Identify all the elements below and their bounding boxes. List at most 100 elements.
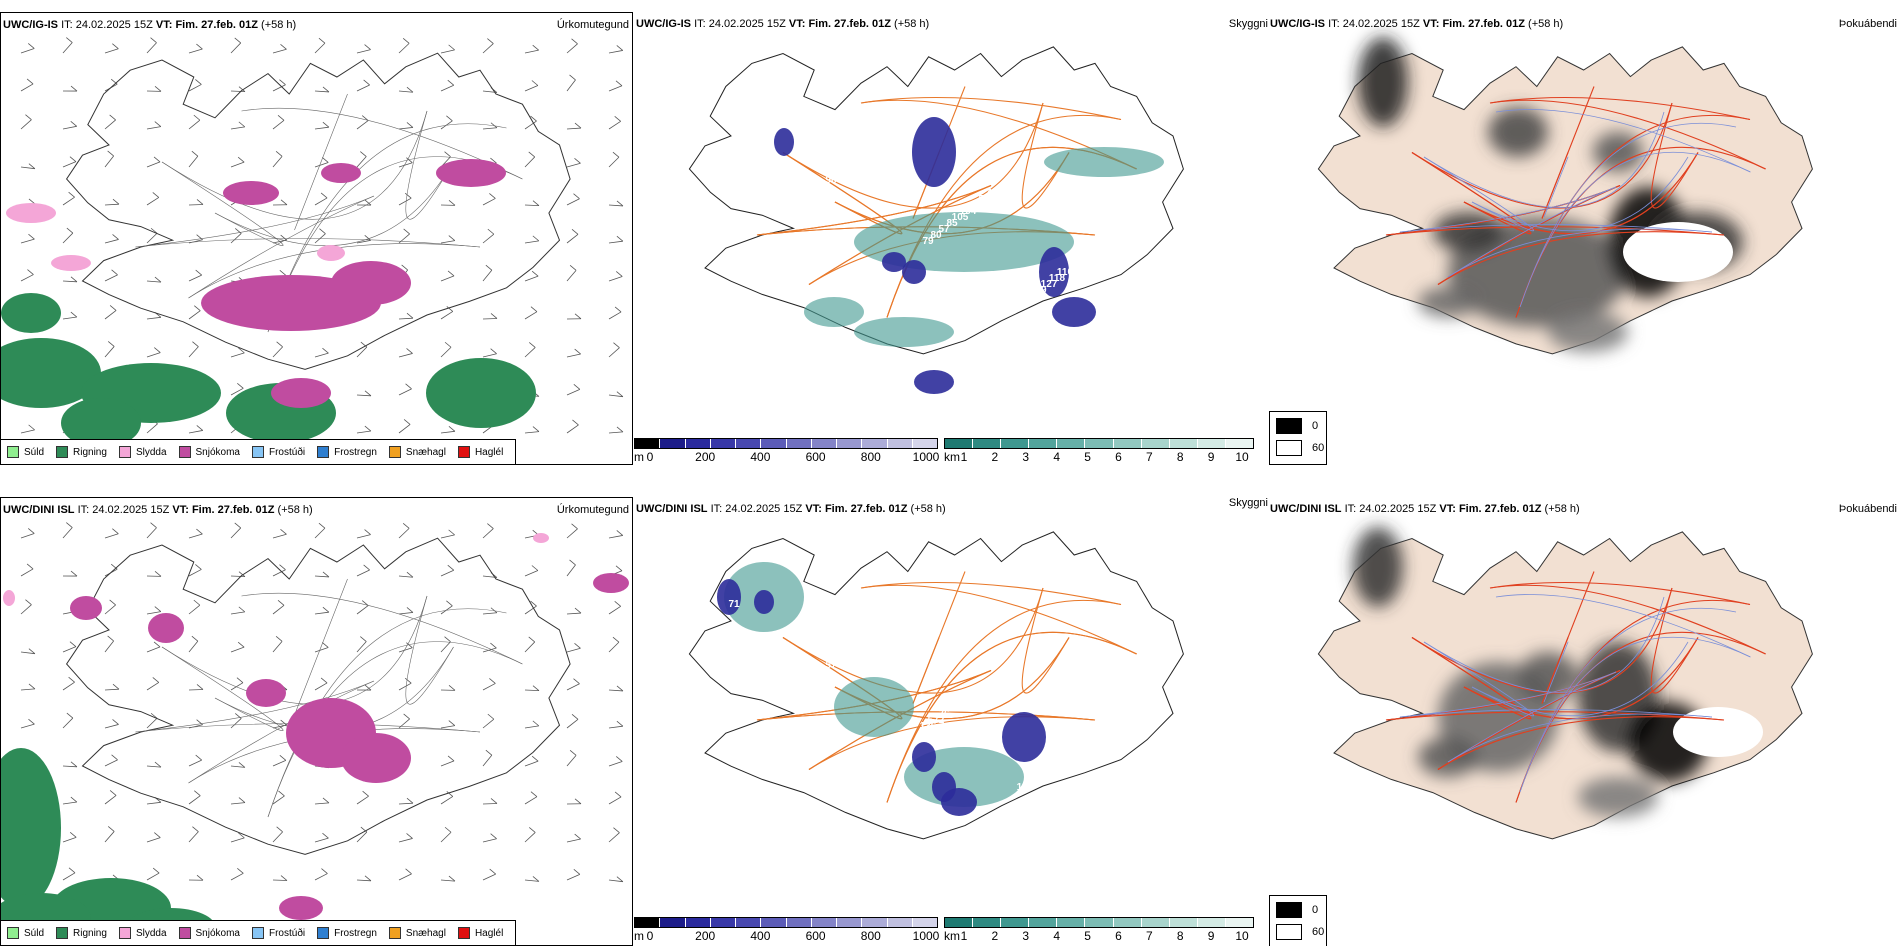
cloud-colorbar-km-top: km 1 2 3 4 5 6 7 8 9 10 [944, 436, 1264, 465]
colorbar-segment [973, 918, 1002, 927]
header-bottom-precip: UWC/DINI ISL IT: 24.02.2025 15Z VT: Fim.… [3, 504, 313, 516]
fog-legend-label: 0 [1312, 904, 1319, 916]
colorbar-segment [786, 918, 812, 927]
cloud-base-label: 96 [825, 175, 837, 186]
colorbar-segment [1197, 918, 1226, 927]
cloud-base-label: 68 [1051, 758, 1063, 769]
legend-label: Snjókoma [195, 446, 240, 458]
fog-map-top [1317, 37, 1813, 355]
legend-item: Snæhagl [388, 927, 446, 939]
legend-item: Slydda [118, 927, 167, 939]
cloud-base-label: 84 [873, 139, 885, 150]
colorbar-segment [635, 439, 661, 448]
cloud-base-labels: 66 96 79 83 644 45 80 125 113 107 57 89 93 126 85 127 58… [728, 114, 1089, 369]
panel-title-precip-bottom: Úrkomutegund [556, 504, 629, 516]
sleet-area [533, 533, 549, 543]
legend-label: Frostregn [334, 446, 377, 458]
mid-cloud-area [854, 212, 1074, 272]
cloud-base-label: 90 [865, 145, 877, 156]
cloud-base-label: 266 [839, 648, 856, 659]
legend-item: Rigning [56, 927, 107, 939]
legend-label: Snæhagl [405, 927, 446, 939]
legend-label: Frostúði [268, 927, 306, 939]
legend-swatch [178, 927, 191, 939]
cloud-base-label: 957 [831, 654, 848, 665]
cloud-base-label: 136 [920, 721, 937, 732]
colorbar-tick-label: 0 [646, 929, 654, 943]
colorbar-tick-label: 1 [960, 929, 968, 943]
sleet-area [51, 255, 91, 271]
colorbar-segment [710, 439, 736, 448]
cloud-base-label: 89 [1035, 285, 1047, 296]
cloud-base-label: 66 [728, 114, 740, 125]
colorbar-tick-label: 7 [1145, 450, 1153, 464]
iceland-outline [65, 52, 571, 370]
precip-legend-top: Súld Rigning Slydda Snjókoma Frostúði Frostre… [1, 439, 517, 464]
colorbar-tick-label: 10 [1235, 450, 1249, 464]
legend-swatch [56, 927, 69, 939]
colorbar-tick-label: 9 [1207, 929, 1215, 943]
no-fog-area [1623, 222, 1733, 282]
legend-item: Frostregn [317, 927, 377, 939]
precip-panel-bottom: UWC/DINI ISL IT: 24.02.2025 15Z VT: Fim.… [0, 497, 633, 946]
cloud-panel-bottom: 71 57 136 120 117 957 572 105 957 266 76 71 95 72 130 3… [634, 497, 1268, 946]
colorbar-tick-label: 800 [860, 929, 881, 943]
legend-swatch [251, 446, 264, 458]
cloud-base-label: 76 [938, 709, 950, 720]
cloud-base-label: 71 [728, 599, 740, 610]
colorbar-segment [1085, 439, 1114, 448]
colorbar-tick-label: 1000 [912, 450, 940, 464]
rain-area [61, 398, 141, 448]
colorbar-segment [862, 918, 888, 927]
cloud-base-label: 45 [833, 169, 845, 180]
colorbar-segment [1113, 918, 1142, 927]
precip-map-bottom [1, 522, 629, 945]
fog-map-bottom [1317, 527, 1813, 840]
fog-legend-item: 60 [1276, 924, 1324, 940]
fog-legend-item: 0 [1276, 418, 1318, 434]
legend-label: Frostregn [334, 927, 377, 939]
cloud-base-label: 74 [784, 322, 796, 333]
colorbar-tick-label: 2 [991, 929, 999, 943]
cloud-base-label: 156 [855, 151, 872, 162]
low-cloud-area [912, 742, 936, 772]
sleet-area [317, 245, 345, 261]
legend-item: Súld [7, 446, 44, 458]
legend-label: Rigning [73, 446, 107, 458]
rain-area [1, 293, 61, 333]
cloud-base-label: 79 [1067, 261, 1079, 272]
fog-panel-top: UWC/IG-IS IT: 24.02.2025 15Z VT: Fim. 27… [1268, 12, 1900, 465]
snow-area [223, 181, 279, 205]
legend-swatch [118, 446, 131, 458]
cloud-base-label: 127 [1041, 279, 1058, 290]
low-cloud-area [1052, 297, 1096, 327]
colorbar-segment [837, 918, 863, 927]
fog-panel-bottom: UWC/DINI ISL IT: 24.02.2025 15Z VT: Fim.… [1268, 497, 1900, 946]
snow-area [246, 679, 286, 707]
snow-area [341, 733, 411, 783]
colorbar-tick-label: 0 [646, 450, 654, 464]
iceland-outline [65, 537, 571, 855]
colorbar-tick-label: 6 [1115, 929, 1122, 943]
legend-label: Rigning [73, 927, 107, 939]
colorbar-segment [1029, 918, 1058, 927]
road-network [135, 93, 523, 333]
colorbar-segment [1225, 439, 1254, 448]
colorbar-segment [1001, 918, 1030, 927]
colorbar-segment [912, 439, 937, 448]
cloud-base-label: 95 [752, 831, 764, 842]
header-bottom-fog: UWC/DINI ISL IT: 24.02.2025 15Z VT: Fim.… [1270, 503, 1580, 515]
snow-area [271, 378, 331, 408]
cloud-base-labels: 7157136120117957572105957266767195721303… [728, 599, 1063, 854]
cloud-base-label: 35 [881, 133, 893, 144]
cloud-base-label: 130 [944, 703, 961, 714]
mid-cloud-area [854, 317, 954, 347]
legend-label: Snjókoma [195, 927, 240, 939]
cloud-base-label: 435 [790, 316, 807, 327]
fog-legend-item: 0 [1276, 902, 1318, 918]
colorbar-tick-label: 200 [695, 450, 716, 464]
colorbar-tick-label: 600 [805, 929, 826, 943]
legend-label: Haglél [474, 927, 504, 939]
colorbar-unit: m [634, 450, 644, 464]
iceland-outline [688, 46, 1184, 355]
